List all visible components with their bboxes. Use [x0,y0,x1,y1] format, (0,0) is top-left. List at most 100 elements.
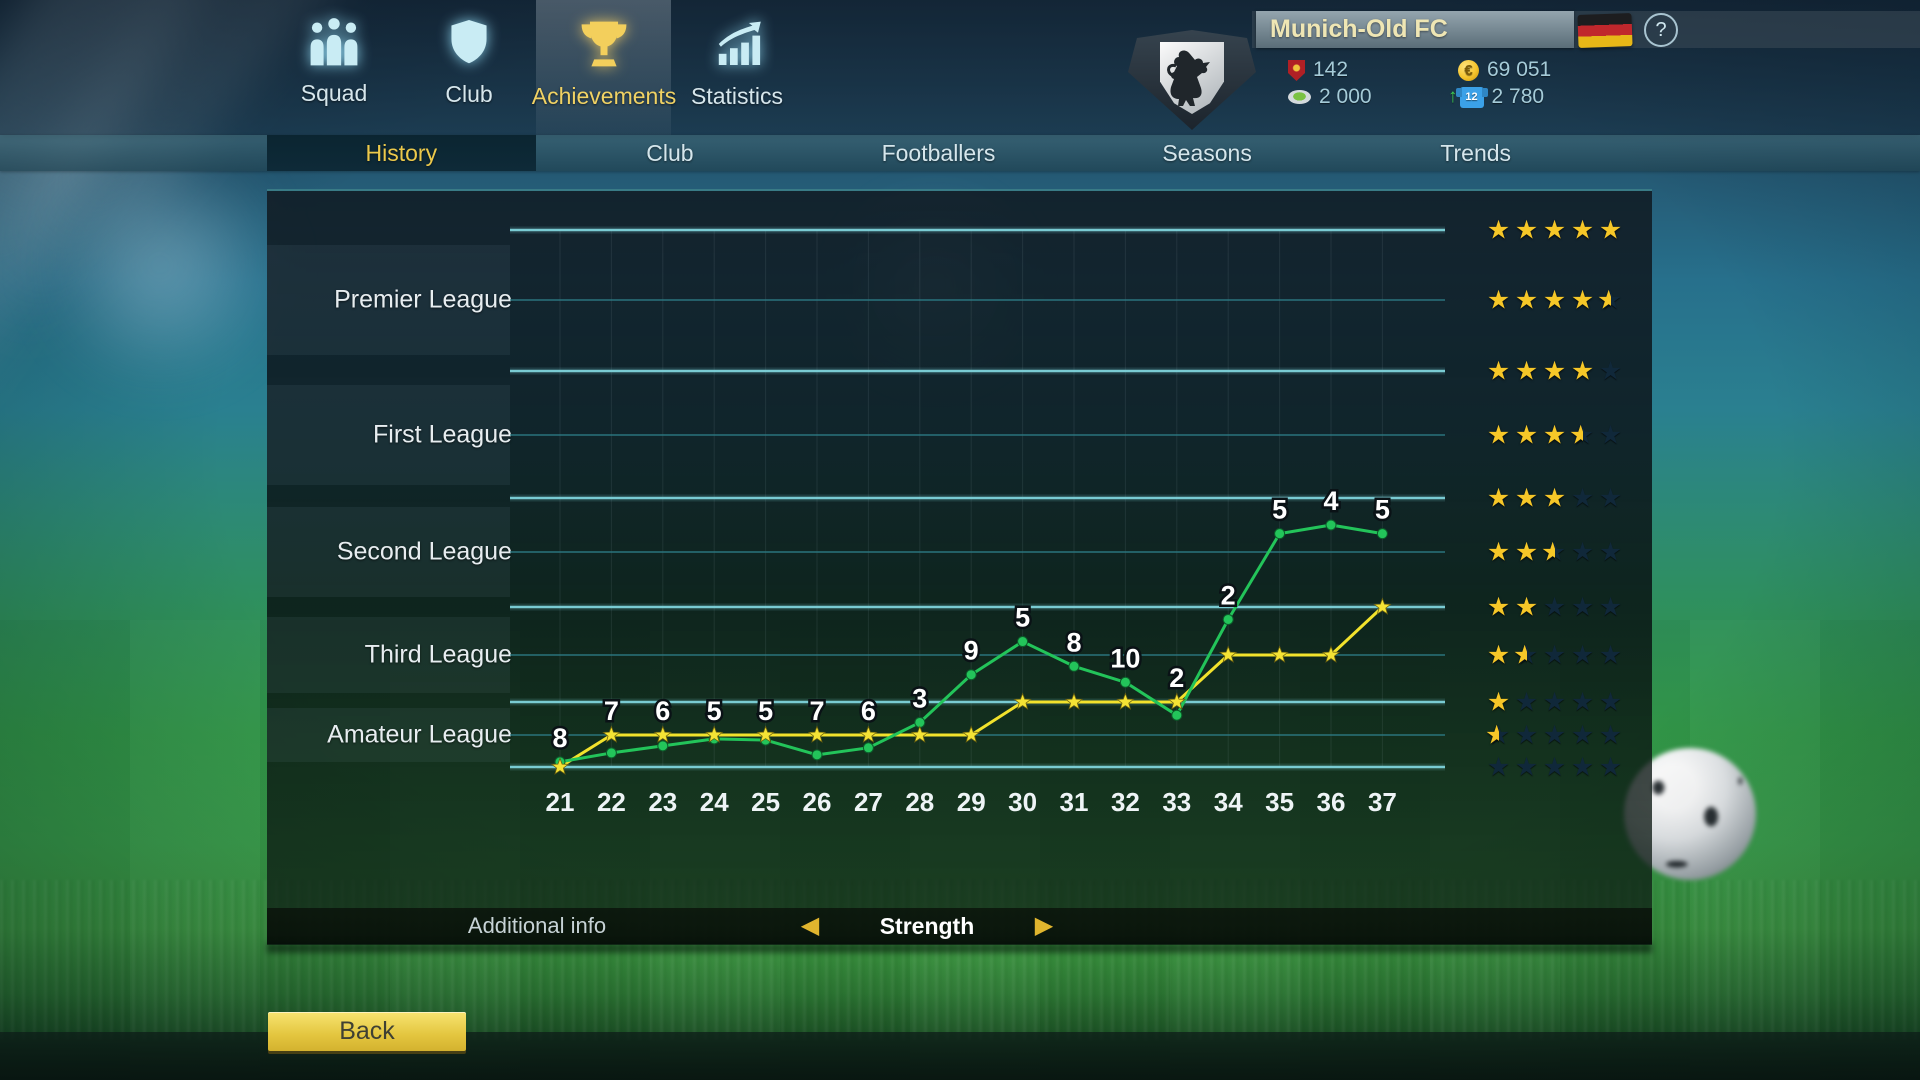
pennant-icon [1288,59,1305,81]
star-empty-icon: ★ [1598,482,1623,513]
panel-shadow [267,943,1652,953]
top-nav-bar: Squad Club Achievements Statistics Munich-O… [0,0,1920,135]
germany-flag-icon [1577,13,1633,48]
svg-text:30: 30 [1008,787,1037,817]
star-empty-icon: ★ [1598,355,1623,386]
star-empty-icon: ★ [1598,536,1623,567]
lion-emblem [1167,50,1210,106]
star-empty-icon: ★ [1514,719,1539,750]
star-empty-icon: ★ [1514,751,1539,782]
star-rating-row: ★ ★ ★ ★ ★ [1485,754,1625,781]
help-icon[interactable]: ? [1644,13,1678,47]
svg-text:5: 5 [758,696,773,726]
stadium-icon [1288,90,1311,105]
svg-text:10: 10 [1110,643,1140,673]
top-nav-label: Achievements [531,83,677,109]
star-empty-icon: ★ [1542,591,1567,622]
svg-text:4: 4 [1323,486,1338,516]
stat-money: €69 051 [1458,57,1551,83]
star-empty-icon: ★ [1486,751,1511,782]
league-label: Premier League [334,285,512,314]
subnav-tab-footballers[interactable]: Footballers [881,140,996,166]
shield-icon [440,16,498,74]
star-rating-row: ★ ★ ★ ★ ★ [1485,485,1625,512]
star-full-icon: ★ [1514,482,1539,513]
star-empty-icon: ★ [1598,591,1623,622]
back-button[interactable]: Back [268,1012,466,1051]
star-rating-row: ★ ★ ★ ★ ★ [1485,689,1625,716]
top-nav-statistics[interactable]: Statistics [662,10,812,110]
svg-text:27: 27 [854,787,883,817]
star-full-icon: ★ [1514,591,1539,622]
star-rating-row: ★ ★ ★ ★ ★ [1485,594,1625,621]
euro-coin-icon: € [1458,59,1479,81]
sub-nav-bar: History Club Footballers Seasons Trends [0,135,1920,171]
svg-text:5: 5 [1015,603,1030,633]
star-full-icon: ★ [1514,536,1539,567]
star-empty-icon: ★ [1570,686,1595,717]
svg-text:7: 7 [604,696,619,726]
star-full-icon: ★ [1486,355,1511,386]
subnav-tab-history[interactable]: History [267,135,536,171]
top-nav-label: Club [445,81,493,107]
star-empty-icon: ★ [1598,751,1623,782]
club-name-bar: Munich-Old FC [1256,11,1574,48]
star-full-icon: ★ [1486,482,1511,513]
star-rating-row: ★ ★ ★ ★ ★ [1485,217,1625,244]
svg-text:22: 22 [597,787,626,817]
stat-income-value: 2 780 [1491,85,1545,108]
league-band [267,708,510,762]
floodlight-glow [30,150,290,380]
club-name: Munich-Old FC [1270,15,1448,43]
svg-text:9: 9 [964,636,979,666]
league-label: Third League [364,640,512,669]
star-empty-icon: ★ [1570,719,1595,750]
star-empty-icon: ★ [1570,482,1595,513]
star-full-icon: ★ [1486,419,1511,450]
svg-text:24: 24 [700,787,729,817]
svg-text:6: 6 [655,696,670,726]
league-label: Amateur League [327,720,512,749]
svg-text:21: 21 [546,787,575,817]
svg-text:31: 31 [1060,787,1089,817]
star-rating-row: ★ ★ ★ ★ ★ ★ [1485,539,1625,566]
chart-footer-bar: Additional info ◀ Strength ▶ [267,908,1652,944]
subnav-tab-seasons[interactable]: Seasons [1162,140,1252,166]
additional-info-label[interactable]: Additional info [467,913,607,938]
star-full-icon: ★ [1570,355,1595,386]
top-nav-squad[interactable]: Squad [259,10,409,107]
subnav-tab-club[interactable]: Club [646,140,694,166]
star-full-icon: ★ [1542,482,1567,513]
star-empty-icon: ★ [1542,751,1567,782]
top-nav-achievements[interactable]: Achievements [529,10,679,110]
svg-text:8: 8 [1066,627,1081,657]
star-rating-row: ★ ★ ★ ★ ★ [1485,358,1625,385]
metric-prev-arrow-icon[interactable]: ◀ [800,912,820,939]
star-full-icon: ★ [1598,214,1623,245]
star-full-icon: ★ [1514,419,1539,450]
metric-next-arrow-icon[interactable]: ▶ [1034,912,1054,939]
star-empty-icon: ★ [1570,639,1595,670]
star-half-icon: ★ ★ [1513,639,1539,670]
star-empty-icon: ★ [1598,719,1623,750]
svg-text:28: 28 [905,787,934,817]
subnav-tab-trends[interactable]: Trends [1440,140,1512,166]
star-rating-row: ★ ★ ★ ★ ★ ★ [1485,287,1625,314]
club-crest [1128,30,1256,130]
svg-text:32: 32 [1111,787,1140,817]
metric-selector-label: Strength [879,913,975,939]
svg-text:37: 37 [1368,787,1397,817]
jersey-icon: 12 [1455,86,1488,108]
league-label: Second League [336,537,512,566]
star-half-icon: ★ ★ [1541,536,1567,567]
star-empty-icon: ★ [1598,686,1623,717]
star-empty-icon: ★ [1542,719,1567,750]
star-empty-icon: ★ [1514,686,1539,717]
top-nav-club[interactable]: Club [394,10,544,108]
league-band [267,507,510,597]
star-half-icon: ★ ★ [1485,719,1511,750]
svg-text:7: 7 [809,696,824,726]
league-band [267,245,510,355]
